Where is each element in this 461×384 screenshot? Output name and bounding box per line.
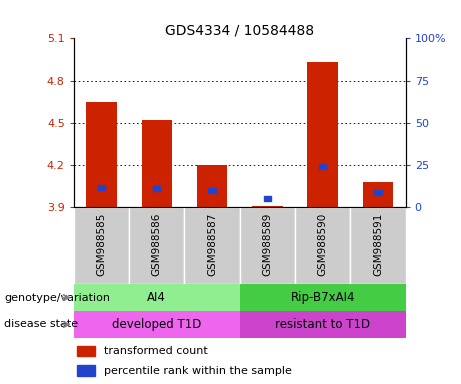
Text: GSM988591: GSM988591	[373, 212, 383, 276]
Text: GSM988587: GSM988587	[207, 212, 217, 276]
Bar	[208, 188, 216, 193]
Text: GSM988590: GSM988590	[318, 213, 328, 276]
Bar	[74, 207, 129, 284]
Bar	[86, 102, 117, 207]
Bar	[153, 186, 160, 191]
Text: resistant to T1D: resistant to T1D	[275, 318, 370, 331]
Bar	[363, 182, 393, 207]
Text: GSM988586: GSM988586	[152, 212, 162, 276]
Text: percentile rank within the sample: percentile rank within the sample	[104, 366, 291, 376]
Bar	[319, 164, 326, 169]
Bar	[74, 284, 240, 311]
Bar	[184, 207, 240, 284]
Bar	[197, 165, 227, 207]
Title: GDS4334 / 10584488: GDS4334 / 10584488	[165, 23, 314, 37]
Bar	[240, 311, 406, 338]
Bar	[77, 365, 95, 376]
Bar	[307, 62, 338, 207]
Text: GSM988589: GSM988589	[262, 212, 272, 276]
Bar	[295, 207, 350, 284]
Bar	[264, 197, 271, 201]
Text: AI4: AI4	[148, 291, 166, 304]
Text: genotype/variation: genotype/variation	[4, 293, 110, 303]
Text: transformed count: transformed count	[104, 346, 207, 356]
Bar	[142, 120, 172, 207]
Bar	[350, 207, 406, 284]
Bar	[74, 311, 240, 338]
Bar	[374, 190, 382, 195]
Bar	[129, 207, 184, 284]
Text: GSM988585: GSM988585	[96, 212, 106, 276]
Text: Rip-B7xAI4: Rip-B7xAI4	[290, 291, 355, 304]
Text: developed T1D: developed T1D	[112, 318, 201, 331]
Bar	[252, 206, 283, 207]
Bar	[77, 346, 95, 356]
Bar	[98, 185, 105, 190]
Bar	[240, 284, 406, 311]
Text: disease state: disease state	[4, 319, 78, 329]
Bar	[240, 207, 295, 284]
